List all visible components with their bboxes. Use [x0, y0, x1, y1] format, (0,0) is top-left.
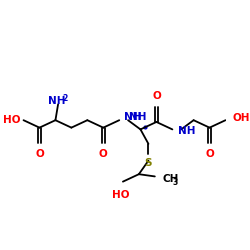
Text: NH: NH: [48, 96, 66, 106]
Text: O: O: [152, 91, 161, 101]
Text: 2: 2: [62, 94, 68, 103]
Text: NH: NH: [129, 112, 146, 122]
Text: OH: OH: [232, 114, 250, 124]
Text: S: S: [145, 158, 152, 168]
Text: HO: HO: [112, 190, 130, 200]
Text: O: O: [99, 149, 108, 159]
Text: HO: HO: [2, 115, 20, 125]
Text: NH: NH: [124, 112, 141, 122]
Text: O: O: [35, 149, 44, 159]
Text: 3: 3: [172, 178, 178, 187]
Text: NH: NH: [178, 126, 195, 136]
Text: CH: CH: [163, 174, 179, 184]
Text: O: O: [205, 149, 214, 159]
